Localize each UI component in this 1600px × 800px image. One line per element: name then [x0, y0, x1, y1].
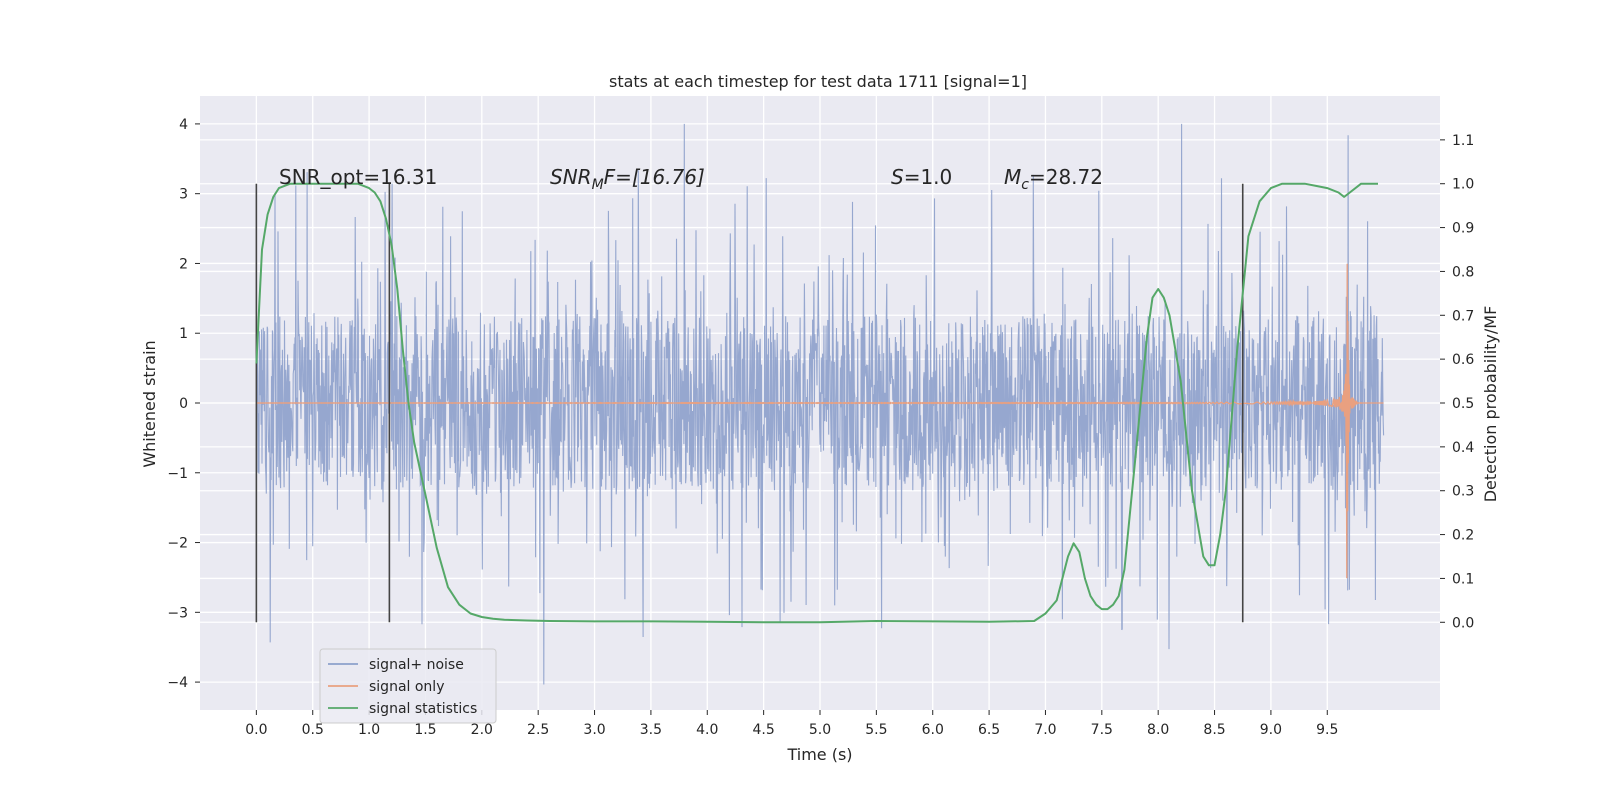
- y-tick-label: 1: [179, 326, 188, 342]
- annotation-s: S=1.0: [891, 165, 952, 189]
- y2-tick-label: 0.8: [1452, 264, 1474, 280]
- mc-base: M: [1004, 165, 1021, 189]
- y-tick-label: 4: [179, 117, 188, 133]
- x-tick-label: 6.5: [978, 722, 1000, 738]
- snr-mf-subscript: M: [592, 177, 604, 193]
- y-tick-label: 3: [179, 187, 188, 203]
- y-axis-ticks: 4 3 2 1 0 −1 −2 −3 −4: [167, 117, 200, 691]
- x-tick-label: 5.5: [865, 722, 887, 738]
- signal-only-line: [256, 263, 1384, 579]
- x-tick-label: 9.5: [1316, 722, 1338, 738]
- y-tick-label: −2: [167, 536, 188, 552]
- series-signal-only: [256, 263, 1384, 579]
- annotation-snr-opt: SNR_opt=16.31: [279, 165, 437, 189]
- legend: signal+ noise signal only signal statist…: [319, 648, 497, 724]
- s-rest: =1.0: [904, 165, 953, 189]
- y-axis-label: Whitened strain: [140, 340, 159, 467]
- x-tick-label: 6.0: [922, 722, 944, 738]
- y2-tick-label: 0.9: [1452, 221, 1474, 237]
- y2-tick-label: 1.1: [1452, 133, 1474, 149]
- mc-subscript: c: [1021, 177, 1029, 193]
- annotation-snr-mf: SNRMF=[16.76]: [550, 165, 705, 193]
- y-tick-label: −3: [167, 605, 188, 621]
- x-tick-label: 1.5: [414, 722, 436, 738]
- y2-axis-label: Detection probability/MF: [1481, 306, 1500, 503]
- snr-mf-rest: F=[16.76]: [604, 165, 705, 189]
- legend-label-signal-only: signal only: [369, 679, 444, 695]
- y2-tick-label: 0.3: [1452, 484, 1474, 500]
- x-tick-label: 1.0: [358, 722, 380, 738]
- signal-plus-noise-line: [255, 123, 1385, 685]
- x-axis-label: Time (s): [786, 745, 852, 764]
- x-tick-label: 5.0: [809, 722, 831, 738]
- x-tick-label: 7.5: [1091, 722, 1113, 738]
- x-axis-ticks: 0.0 0.5 1.0 1.5 2.0 2.5 3.0 3.5 4.0 4.5 5.0 5.5 6.0 6…: [245, 710, 1338, 738]
- x-tick-label: 2.0: [471, 722, 493, 738]
- x-tick-label: 7.0: [1034, 722, 1056, 738]
- legend-label-signal-statistics: signal statistics: [369, 701, 477, 717]
- series-signal-statistics: [255, 182, 1378, 624]
- legend-label-signal-plus-noise: signal+ noise: [369, 657, 464, 673]
- chart-title: stats at each timestep for test data 171…: [609, 72, 1027, 91]
- signal-statistics-line: [255, 182, 1378, 624]
- y-tick-label: −4: [167, 675, 188, 691]
- y2-axis-ticks: 1.1 1.0 0.9 0.8 0.7 0.6 0.5 0.4 0.3 0.2 0.1 0.0: [1440, 133, 1474, 631]
- series-signal-plus-noise: [255, 123, 1385, 685]
- x-tick-label: 0.0: [245, 722, 267, 738]
- x-tick-label: 3.5: [640, 722, 662, 738]
- x-tick-label: 0.5: [302, 722, 324, 738]
- annotation-mc: Mc=28.72: [1004, 165, 1103, 193]
- snr-mf-base: SNR: [550, 165, 592, 189]
- x-tick-label: 4.5: [753, 722, 775, 738]
- y2-tick-label: 0.2: [1452, 528, 1474, 544]
- s-base: S: [891, 165, 904, 189]
- x-tick-label: 8.5: [1203, 722, 1225, 738]
- x-tick-label: 4.0: [696, 722, 718, 738]
- y2-tick-label: 0.4: [1452, 440, 1474, 456]
- y2-tick-label: 0.0: [1452, 615, 1474, 631]
- y2-tick-label: 0.7: [1452, 308, 1474, 324]
- legend-box: [319, 648, 497, 724]
- y2-tick-label: 0.6: [1452, 352, 1474, 368]
- x-tick-label: 8.0: [1147, 722, 1169, 738]
- mc-rest: =28.72: [1029, 165, 1103, 189]
- x-tick-label: 2.5: [527, 722, 549, 738]
- y2-tick-label: 1.0: [1452, 177, 1474, 193]
- y2-tick-label: 0.1: [1452, 571, 1474, 587]
- window-marker-lines: [255, 183, 1244, 623]
- y-tick-label: 0: [179, 396, 188, 412]
- y-tick-label: 2: [179, 256, 188, 272]
- x-tick-label: 3.0: [583, 722, 605, 738]
- x-tick-label: 9.0: [1260, 722, 1282, 738]
- y2-tick-label: 0.5: [1452, 396, 1474, 412]
- y-tick-label: −1: [167, 466, 188, 482]
